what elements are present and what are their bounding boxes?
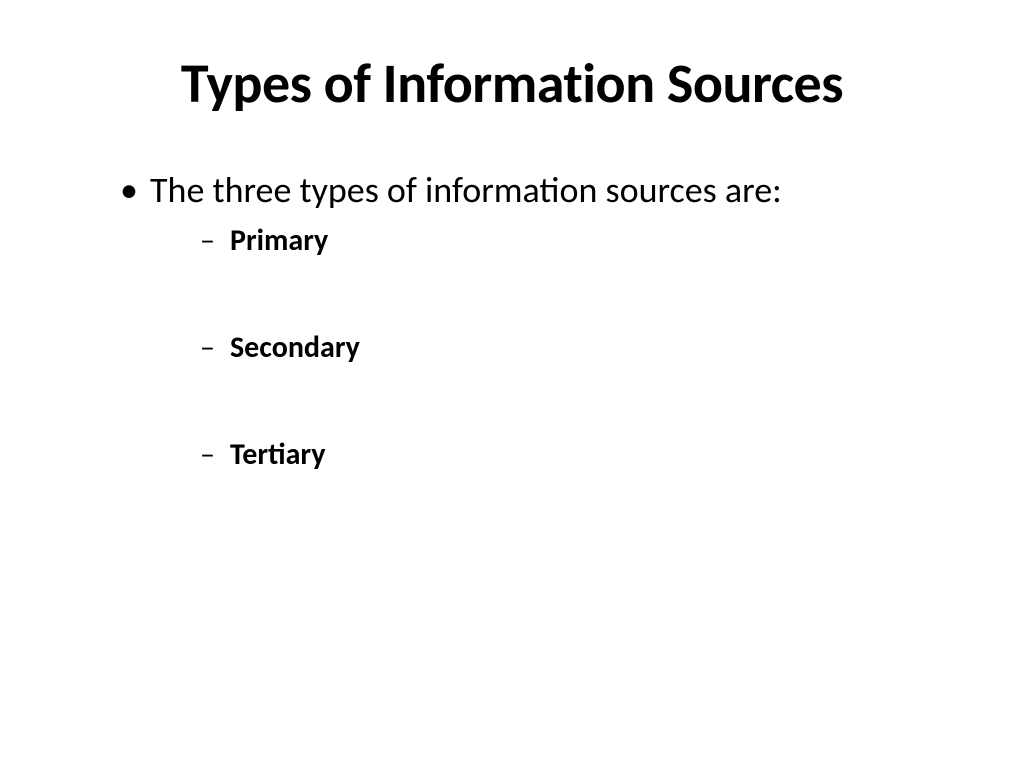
main-list: The three types of information sources a…	[120, 168, 934, 473]
sub-bullet-tertiary: Tertiary	[200, 436, 934, 473]
slide-content: The three types of information sources a…	[90, 168, 934, 473]
sub-list: Primary Secondary Tertiary	[150, 222, 934, 473]
slide-container: Types of Information Sources The three t…	[0, 0, 1024, 768]
slide-title: Types of Information Sources	[90, 50, 934, 118]
main-bullet-item: The three types of information sources a…	[120, 168, 934, 473]
sub-bullet-secondary: Secondary	[200, 329, 934, 366]
sub-bullet-primary: Primary	[200, 222, 934, 259]
main-bullet-text: The three types of information sources a…	[150, 168, 782, 212]
